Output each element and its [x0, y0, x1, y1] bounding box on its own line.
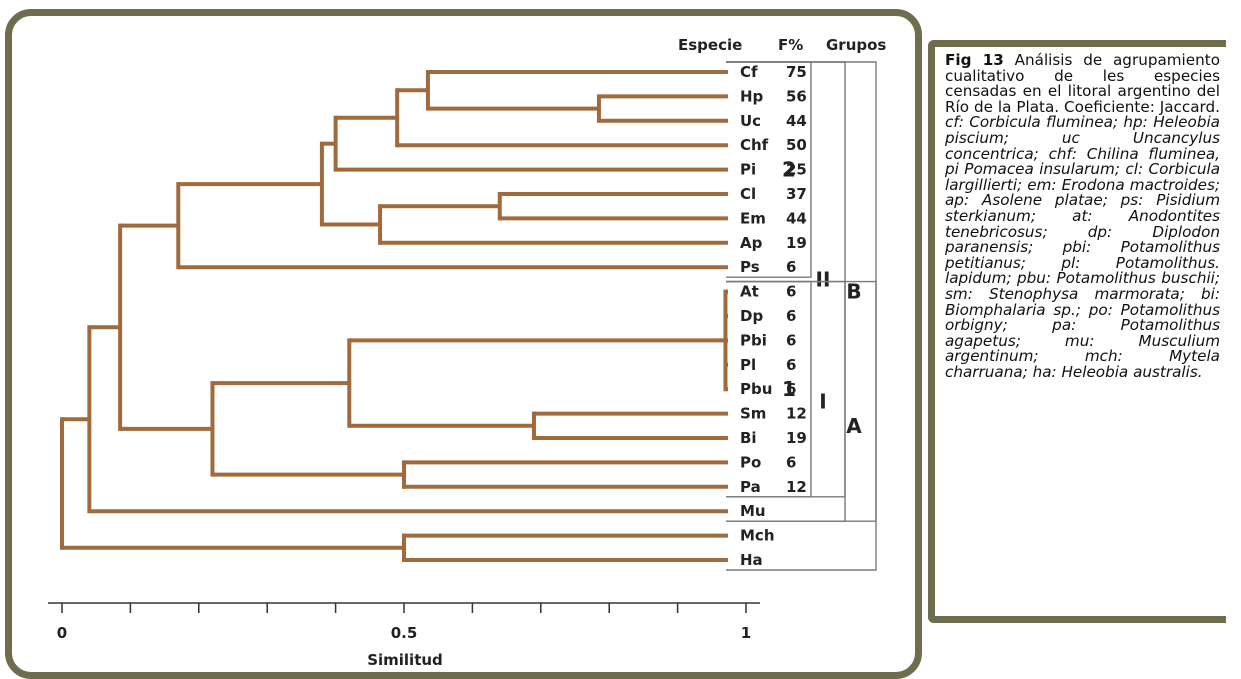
leaf-freq-ps: 6: [786, 258, 796, 276]
leaf-label-pbu: Pbu: [740, 380, 772, 398]
axis-tick-label-0: 0: [57, 624, 67, 642]
leaf-label-cl: Cl: [740, 185, 756, 203]
leaf-label-po: Po: [740, 453, 761, 471]
leaf-label-uc: Uc: [740, 112, 761, 130]
leaf-freq-pa: 12: [786, 478, 807, 496]
caption-fig-label: Fig 13: [945, 51, 1004, 69]
leaf-freq-dp: 6: [786, 307, 796, 325]
dendrogram-panel: [5, 9, 922, 679]
leaf-freq-uc: 44: [786, 112, 807, 130]
leaf-label-chf: Chf: [740, 136, 769, 154]
dendrogram-branches: [60, 70, 728, 562]
leaf-freq-pbu: 6: [786, 380, 796, 398]
leaf-freq-em: 44: [786, 209, 807, 227]
leaf-label-hp: Hp: [740, 87, 764, 105]
group-bracket-a: [726, 280, 877, 571]
group-label-b: B: [846, 280, 861, 304]
leaf-label-dp: Dp: [740, 307, 763, 325]
leaf-freq-pi: 25: [786, 161, 807, 179]
leaf-freq-pbi: 6: [786, 331, 796, 349]
header-groups: Grupos: [826, 36, 886, 54]
leaf-label-mch: Mch: [740, 527, 775, 545]
leaf-label-ps: Ps: [740, 258, 760, 276]
leaf-label-cf: Cf: [740, 63, 758, 81]
leaf-freq-at: 6: [786, 283, 796, 301]
leaf-label-sm: Sm: [740, 405, 766, 423]
caption-species-key: cf: Corbicula fluminea; hp: Heleobia pis…: [945, 113, 1220, 381]
group-label-a: A: [846, 414, 862, 438]
leaf-label-em: Em: [740, 209, 766, 227]
leaf-freq-sm: 12: [786, 405, 807, 423]
caption-intro: Análisis de agrupamiento cualitativo de …: [945, 51, 1220, 116]
group-label-ii: II: [816, 267, 831, 291]
figure-caption: Fig 13 Análisis de agrupamiento cualitat…: [945, 51, 1220, 381]
leaf-label-mu: Mu: [740, 502, 766, 520]
group-label-2: 2: [782, 158, 796, 182]
header-species: Especie: [678, 36, 742, 54]
group-label-1: 1: [782, 377, 796, 401]
axis-tick-label-0.5: 0.5: [391, 624, 418, 642]
leaf-label-ha: Ha: [740, 551, 763, 569]
leaf-label-pbi: Pbi: [740, 331, 767, 349]
axis-title: Similitud: [367, 651, 443, 669]
leaf-freq-cl: 37: [786, 185, 807, 203]
header-frequency: F%: [778, 36, 803, 54]
leaf-label-bi: Bi: [740, 429, 757, 447]
leaf-label-pl: Pl: [740, 356, 756, 374]
group-label-i: I: [819, 389, 826, 413]
leaf-freq-hp: 56: [786, 87, 807, 105]
leaf-freq-po: 6: [786, 453, 796, 471]
leaf-freq-cf: 75: [786, 63, 807, 81]
leaf-label-at: At: [740, 283, 759, 301]
leaf-freq-chf: 50: [786, 136, 807, 154]
caption-panel: Fig 13 Análisis de agrupamiento cualitat…: [928, 40, 1226, 623]
leaf-label-ap: Ap: [740, 234, 763, 252]
leaf-freq-bi: 19: [786, 429, 807, 447]
similarity-axis: 0 0.5 1: [48, 602, 760, 642]
leaf-freq-pl: 6: [786, 356, 796, 374]
axis-tick-label-1: 1: [741, 624, 751, 642]
leaf-label-pa: Pa: [740, 478, 761, 496]
leaf-labels: Cf 75 Hp 56 Uc 44 Chf 50 Pi 25 Cl 37 Em 44 Ap 19 Ps 6 At 6 D…: [740, 63, 807, 569]
leaf-label-pi: Pi: [740, 161, 756, 179]
leaf-freq-ap: 19: [786, 234, 807, 252]
